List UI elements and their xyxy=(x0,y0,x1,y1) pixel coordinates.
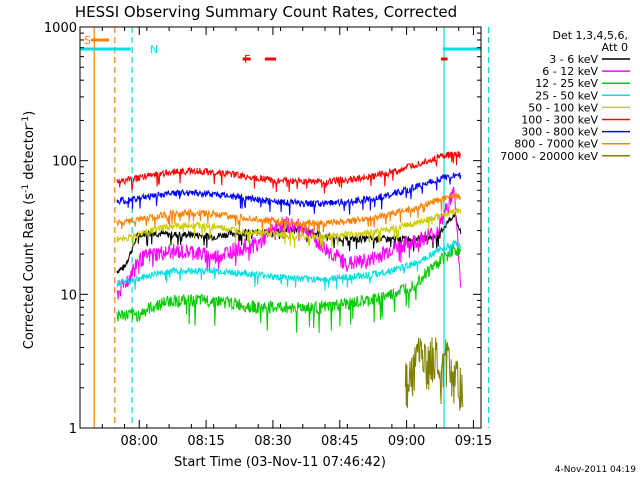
chart-title: HESSI Observing Summary Count Rates, Cor… xyxy=(75,3,457,21)
flag-label-S: S xyxy=(84,34,91,47)
x-tick-label-2: 08:30 xyxy=(254,434,291,449)
x-tick-label-0: 08:00 xyxy=(121,434,158,449)
y-tick-label-2: 100 xyxy=(52,155,77,170)
legend-label-3: 25 - 50 keV xyxy=(535,89,598,102)
legend-header-1: Att 0 xyxy=(602,41,628,54)
series-line-7 xyxy=(116,192,462,235)
legend-label-1: 6 - 12 keV xyxy=(542,65,598,78)
x-tick-label-5: 09:15 xyxy=(455,434,492,449)
y-axis-label: Corrected Count Rate (s-1 detector-1) xyxy=(21,111,37,349)
x-tick-label-1: 08:15 xyxy=(187,434,224,449)
series-line-2 xyxy=(116,242,462,333)
legend-header-0: Det 1,3,4,5,6, xyxy=(552,29,628,42)
series-line-3 xyxy=(116,238,462,291)
flag-label-F: F xyxy=(244,53,250,66)
y-tick-label-1: 10 xyxy=(60,288,77,303)
series-group xyxy=(116,150,464,411)
legend-label-8: 7000 - 20000 keV xyxy=(500,150,598,163)
x-tick-label-4: 09:00 xyxy=(388,434,425,449)
series-line-8 xyxy=(404,337,464,411)
x-axis-label: Start Time (03-Nov-11 07:46:42) xyxy=(174,455,386,470)
legend-label-2: 12 - 25 keV xyxy=(535,77,598,90)
y-tick-label-0: 1 xyxy=(69,422,77,437)
timestamp: 4-Nov-2011 04:19 xyxy=(555,465,637,475)
series-line-5 xyxy=(116,150,461,194)
series-line-4 xyxy=(116,206,462,249)
x-axis: 08:00 08:15 08:30 08:45 09:00 09:15 xyxy=(79,27,492,449)
legend-label-7: 800 - 7000 keV xyxy=(514,138,598,151)
legend-label-6: 300 - 800 keV xyxy=(521,126,598,139)
legend-label-0: 3 - 6 keV xyxy=(549,53,598,66)
y-axis: 1 10 100 1000 xyxy=(44,21,481,437)
x-tick-label-3: 08:45 xyxy=(321,434,358,449)
series-line-6 xyxy=(116,171,462,216)
flag-label-N: N xyxy=(150,43,158,56)
legend-label-5: 100 - 300 keV xyxy=(521,114,598,127)
legend-label-4: 50 - 100 keV xyxy=(528,101,598,114)
y-tick-label-3: 1000 xyxy=(44,21,77,36)
